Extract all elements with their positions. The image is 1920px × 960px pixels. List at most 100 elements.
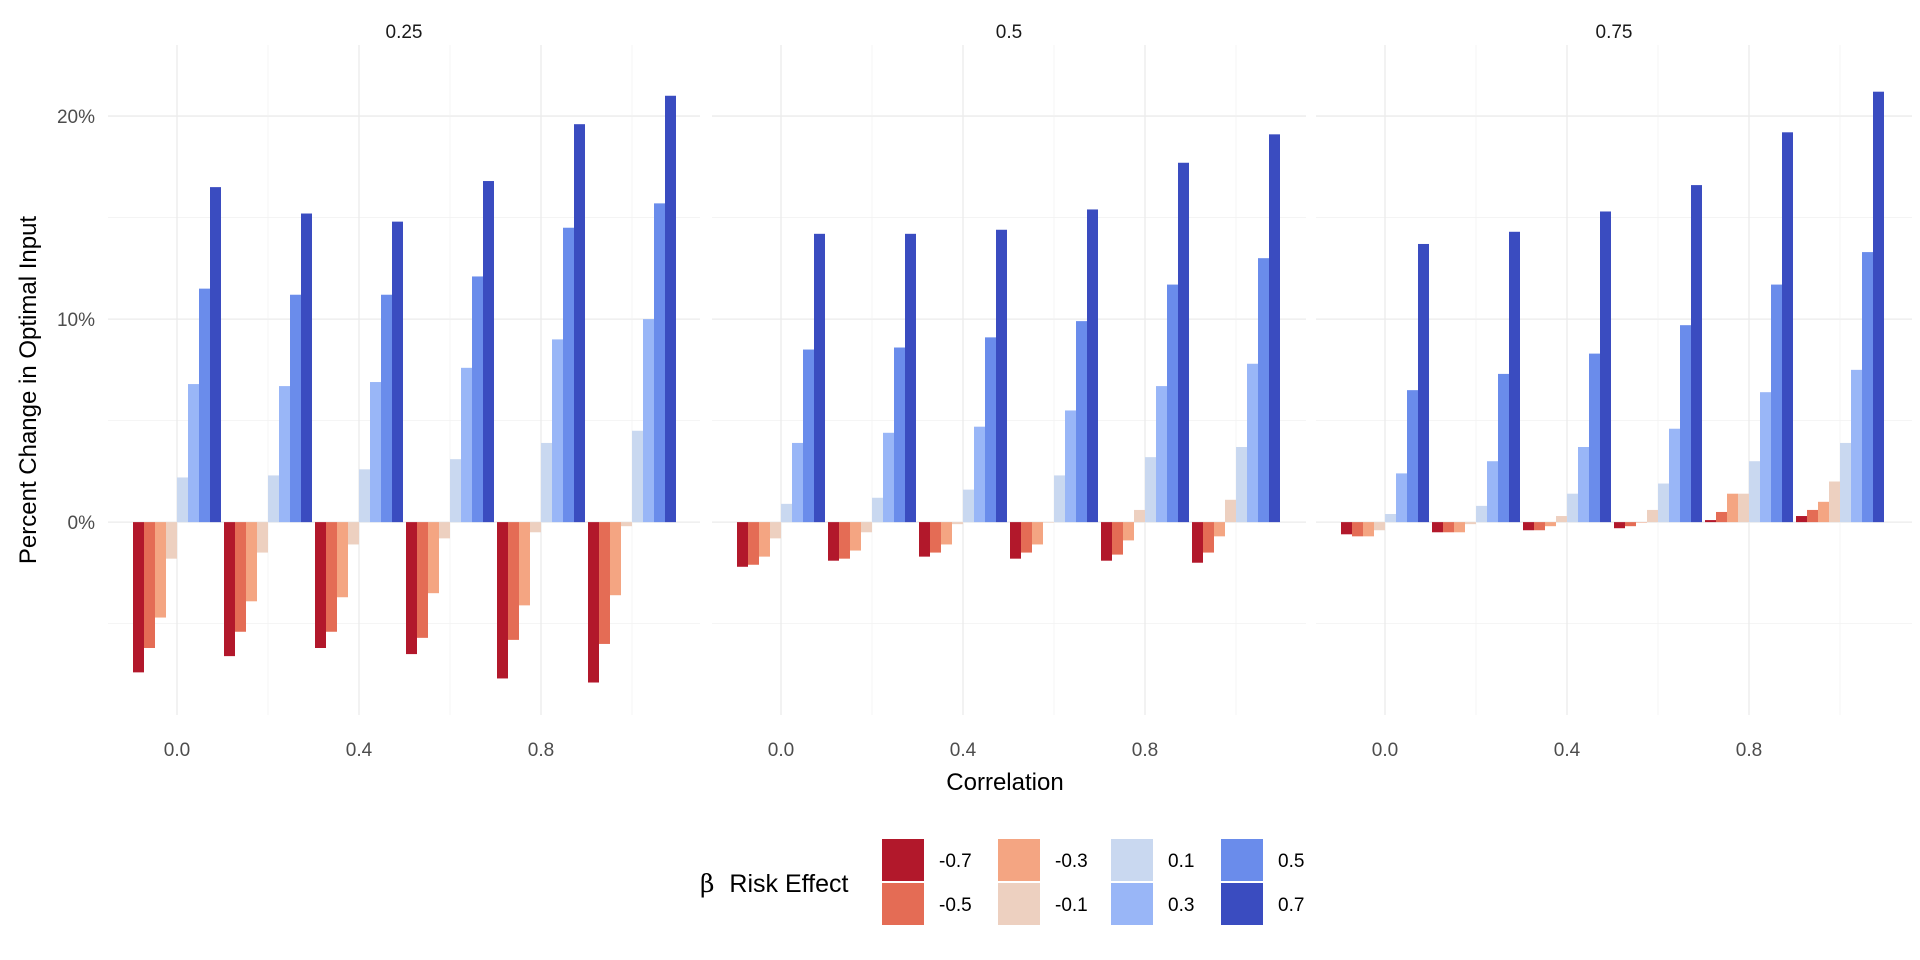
bar (1680, 325, 1691, 523)
bar (1818, 501, 1829, 523)
bar (850, 522, 861, 551)
x-tick-label: 0.4 (346, 740, 373, 761)
bar (1247, 363, 1258, 523)
bar (133, 522, 144, 673)
bar (1054, 475, 1065, 523)
bar (1589, 353, 1600, 523)
bar (472, 276, 483, 523)
bar (814, 233, 825, 523)
bar (1556, 516, 1567, 523)
bar (337, 522, 348, 598)
bar (1145, 457, 1156, 523)
bar (301, 213, 312, 523)
bar (370, 382, 381, 523)
bar (1225, 499, 1236, 523)
legend-item: -0.7 (882, 839, 972, 881)
bar (770, 522, 781, 539)
bar (610, 522, 621, 596)
bar (268, 475, 279, 523)
bar (1443, 522, 1454, 533)
legend-title-symbol: β (700, 869, 714, 898)
bar (861, 522, 872, 533)
bar (1727, 493, 1738, 523)
bar (1498, 373, 1509, 523)
legend-item: 0.1 (1111, 839, 1194, 881)
bar (574, 124, 585, 523)
bar (497, 522, 508, 679)
legend-swatch (1221, 883, 1263, 925)
bar (930, 522, 941, 553)
bar (1236, 447, 1247, 523)
bar (406, 522, 417, 655)
bar (828, 522, 839, 561)
bar (290, 294, 301, 523)
bar (632, 430, 643, 523)
bar (985, 337, 996, 523)
bar (1269, 134, 1280, 523)
bar (1156, 386, 1167, 523)
legend-label: -0.3 (1055, 851, 1088, 872)
x-tick-label: 0.4 (950, 740, 977, 761)
bar (381, 294, 392, 523)
bar (1396, 473, 1407, 523)
bar (1840, 442, 1851, 523)
bar (883, 432, 894, 523)
legend-swatch (882, 839, 924, 881)
bar (941, 522, 952, 545)
y-axis-title: Percent Change in Optimal Input (15, 216, 42, 565)
bar (1087, 209, 1098, 523)
legend-title: β Risk Effect (700, 869, 848, 898)
bar (665, 95, 676, 523)
bar (963, 489, 974, 523)
bar (1043, 522, 1054, 523)
x-tick-label: 0.0 (1372, 740, 1398, 761)
x-tick-label: 0.8 (1736, 740, 1762, 761)
bar (839, 522, 850, 559)
legend-item: 0.7 (1221, 883, 1304, 925)
legend-swatch (882, 883, 924, 925)
bar (552, 339, 563, 523)
legend-label: -0.7 (939, 851, 972, 872)
bar (279, 386, 290, 523)
bar (1454, 522, 1465, 533)
bar (1487, 461, 1498, 523)
legend-item: -0.3 (998, 839, 1088, 881)
y-tick-label: 20% (57, 107, 95, 128)
bar (1647, 509, 1658, 523)
legend-keys: -0.7 -0.5 -0.3 -0.1 0.1 0.3 0.5 0.7 (882, 839, 1304, 925)
bar (1203, 522, 1214, 553)
bar (1862, 252, 1873, 523)
bar (1465, 522, 1476, 525)
bar (1101, 522, 1112, 561)
bar (326, 522, 337, 632)
bar (872, 497, 883, 523)
bar (803, 349, 814, 523)
legend-label: 0.3 (1168, 895, 1194, 916)
bar (1192, 522, 1203, 563)
legend-item: 0.5 (1221, 839, 1304, 881)
legend-swatch (1111, 839, 1153, 881)
bar (737, 522, 748, 567)
legend-item: 0.3 (1111, 883, 1194, 925)
bar (759, 522, 770, 557)
legend-label: -0.5 (939, 895, 972, 916)
bar (428, 522, 439, 594)
bar (246, 522, 257, 602)
x-tick-label: 0.0 (768, 740, 794, 761)
bar (1407, 390, 1418, 523)
bar (1509, 231, 1520, 523)
bar (894, 347, 905, 523)
bar (348, 522, 359, 545)
bar (1796, 516, 1807, 523)
bar (1534, 522, 1545, 531)
facet-strip-label: 0.5 (996, 22, 1022, 43)
bar (792, 442, 803, 523)
bar (1178, 162, 1189, 523)
bar (199, 288, 210, 523)
bar (1600, 211, 1611, 523)
legend-title-text: Risk Effect (729, 870, 848, 898)
bar (588, 522, 599, 683)
bar (188, 384, 199, 523)
bar (905, 233, 916, 523)
bar (654, 203, 665, 523)
